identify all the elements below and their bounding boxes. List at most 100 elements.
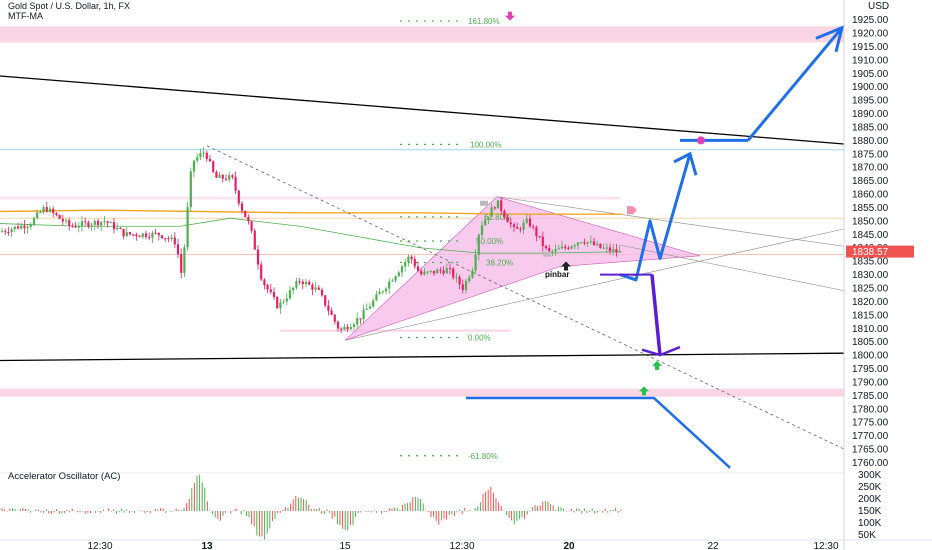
candle[interactable] (183, 244, 186, 278)
candle[interactable] (324, 295, 327, 308)
candle[interactable] (615, 244, 618, 257)
breakout-point[interactable] (697, 136, 705, 145)
candle[interactable] (109, 220, 112, 224)
candle[interactable] (420, 268, 423, 276)
candle[interactable] (119, 227, 122, 230)
candle[interactable] (224, 174, 228, 182)
candle[interactable] (295, 277, 298, 290)
candle[interactable] (404, 259, 407, 272)
support-band[interactable] (280, 329, 510, 332)
candle[interactable] (452, 266, 455, 280)
candle[interactable] (407, 254, 410, 267)
candle[interactable] (29, 222, 32, 231)
candle[interactable] (176, 238, 180, 259)
candle[interactable] (308, 279, 311, 286)
candle[interactable] (167, 236, 170, 243)
candle[interactable] (461, 279, 464, 294)
candle[interactable] (77, 221, 80, 233)
candle[interactable] (429, 270, 432, 274)
candle[interactable] (240, 201, 244, 214)
candle[interactable] (378, 288, 381, 295)
candle[interactable] (144, 230, 148, 240)
candle[interactable] (42, 205, 45, 215)
candle[interactable] (20, 222, 23, 230)
candle[interactable] (71, 223, 74, 228)
candle[interactable] (234, 171, 237, 194)
candle[interactable] (301, 279, 304, 290)
candle[interactable] (471, 267, 474, 279)
candle[interactable] (135, 232, 138, 241)
candle[interactable] (487, 216, 490, 224)
candle[interactable] (608, 243, 612, 255)
candle[interactable] (26, 224, 29, 234)
candle[interactable] (116, 222, 119, 231)
candle[interactable] (330, 307, 333, 316)
candle[interactable] (180, 248, 183, 279)
candle[interactable] (532, 224, 535, 230)
candle[interactable] (554, 244, 557, 256)
candle[interactable] (151, 230, 154, 244)
candle[interactable] (218, 171, 221, 178)
bear-projection-drop[interactable] (650, 274, 662, 356)
candle[interactable] (61, 214, 64, 226)
candle[interactable] (365, 303, 368, 310)
candle[interactable] (557, 244, 560, 250)
candle[interactable] (215, 170, 218, 178)
candle[interactable] (39, 210, 42, 214)
candle[interactable] (266, 283, 269, 294)
candle[interactable] (148, 232, 151, 241)
candle[interactable] (192, 160, 196, 178)
candle[interactable] (509, 218, 512, 229)
candle[interactable] (10, 227, 13, 237)
candle[interactable] (250, 220, 253, 234)
target-arrow-icon[interactable] (505, 11, 515, 21)
candle[interactable] (122, 228, 125, 240)
candle[interactable] (138, 235, 141, 238)
candle[interactable] (247, 214, 250, 225)
candle[interactable] (23, 219, 26, 234)
candle[interactable] (269, 283, 272, 295)
candle[interactable] (605, 243, 608, 253)
lower-wedge-trendline[interactable] (0, 352, 932, 362)
candle[interactable] (132, 233, 135, 237)
candle[interactable] (221, 173, 224, 183)
candle[interactable] (564, 244, 567, 251)
candle[interactable] (292, 286, 295, 295)
candle[interactable] (519, 226, 522, 233)
candle[interactable] (388, 278, 391, 295)
candle[interactable] (436, 267, 439, 274)
candle[interactable] (397, 270, 400, 277)
candle[interactable] (186, 201, 189, 251)
candle[interactable] (468, 274, 471, 284)
candle[interactable] (199, 148, 202, 161)
candle[interactable] (573, 243, 576, 250)
candle[interactable] (474, 249, 477, 275)
candle[interactable] (416, 261, 420, 272)
candle[interactable] (612, 243, 615, 256)
candle[interactable] (432, 270, 436, 277)
candle[interactable] (314, 282, 317, 293)
time-axis[interactable]: 12:30 13 15 12:30 20 22 12:30 (0, 539, 932, 550)
candle[interactable] (32, 216, 36, 226)
candle[interactable] (45, 201, 48, 214)
candle[interactable] (500, 197, 503, 215)
candle[interactable] (445, 263, 448, 274)
plot-area[interactable]: 161.80% 100.00% 61.80% 50.00% 38.20% 0.00% -61… (0, 11, 932, 469)
demand-zone[interactable] (0, 388, 844, 397)
candle[interactable] (400, 264, 404, 278)
candle[interactable] (84, 217, 87, 226)
candle[interactable] (496, 200, 500, 209)
candle[interactable] (544, 244, 548, 251)
candle[interactable] (327, 299, 330, 316)
candle[interactable] (52, 206, 55, 218)
support-arrow-icon[interactable] (639, 386, 649, 396)
candle[interactable] (359, 318, 362, 325)
candle[interactable] (173, 232, 176, 249)
candle[interactable] (413, 255, 416, 269)
candle[interactable] (356, 312, 359, 330)
candle[interactable] (439, 267, 442, 274)
candle[interactable] (196, 153, 199, 163)
candle[interactable] (618, 245, 621, 253)
candle[interactable] (391, 278, 394, 282)
